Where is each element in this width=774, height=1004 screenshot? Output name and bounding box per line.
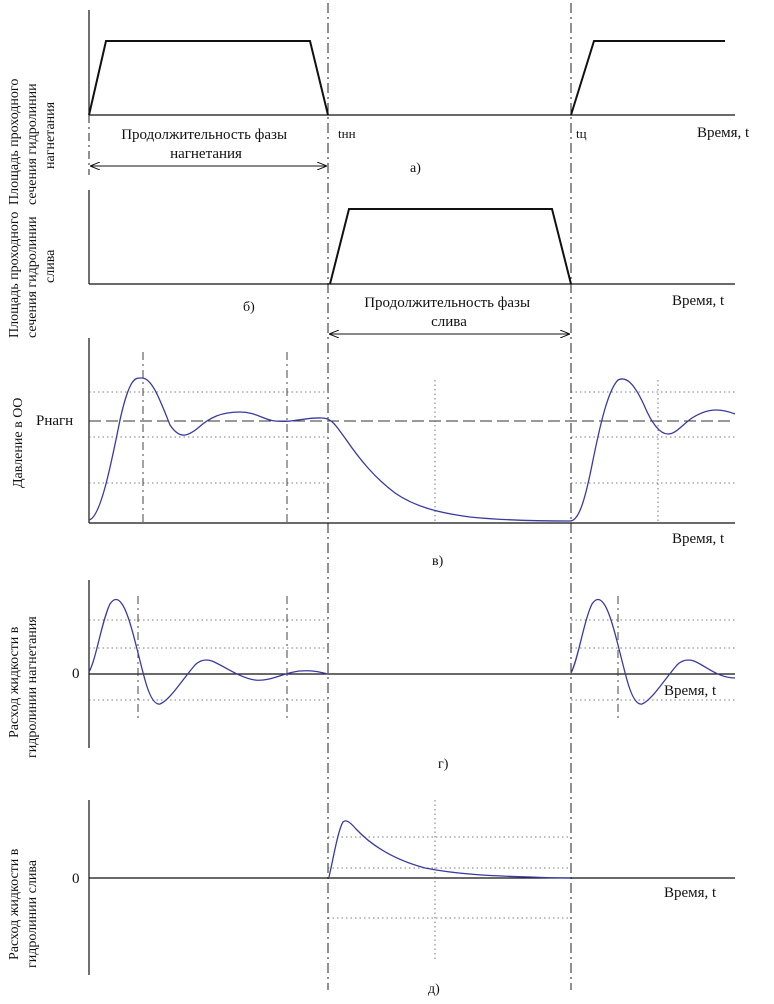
panel-e-caption: д) bbox=[428, 982, 440, 997]
panel-c-ylabel: Давление в ОО bbox=[11, 398, 26, 488]
panel-d-flow-curve-2 bbox=[570, 598, 736, 705]
panel-e-xlabel: Время, t bbox=[664, 885, 717, 901]
panel-b-caption: б) bbox=[243, 300, 255, 315]
panel-d-gridlines bbox=[89, 619, 735, 701]
panel-a-xlabel: Время, t bbox=[697, 125, 750, 141]
panel-a-t-label-nn: tнн bbox=[338, 126, 356, 141]
panel-b-phase-label: Продолжительность фазы слива bbox=[364, 295, 534, 330]
panel-a-t-label-c: tц bbox=[576, 126, 587, 141]
panel-d-xlabel: Время, t bbox=[664, 683, 717, 699]
panel-c-caption: в) bbox=[432, 554, 444, 569]
panel-a-caption: а) bbox=[410, 161, 421, 176]
panel-d-zero-label: 0 bbox=[72, 666, 80, 682]
panel-d-ylabel: Расход жидкости в гидролинии нагнетания bbox=[7, 616, 40, 758]
panel-d-flow-curve-1 bbox=[88, 598, 329, 705]
panel-d: Расход жидкости в гидролинии нагнетания … bbox=[7, 580, 736, 772]
panel-b-ylabel: Площадь проходного сечения гидролинии сл… bbox=[7, 208, 58, 338]
panel-e: Расход жидкости в гидролинии слива 0 Вре… bbox=[7, 800, 735, 997]
panel-c-pressure-curve bbox=[88, 377, 736, 522]
panel-c-dashdot-markers bbox=[142, 352, 288, 525]
panel-a-trapezoid-pulse-1 bbox=[88, 40, 329, 116]
panel-b: Площадь проходного сечения гидролинии сл… bbox=[7, 190, 735, 338]
panel-c-level-label: Pнагн bbox=[36, 413, 73, 429]
panel-d-dashdot-markers bbox=[137, 596, 619, 722]
panel-c-gridlines bbox=[89, 380, 735, 523]
panel-e-gridlines bbox=[328, 800, 571, 960]
panel-a: Площадь проходного сечения гидролинии на… bbox=[7, 10, 750, 205]
panel-e-zero-label: 0 bbox=[72, 871, 80, 887]
panel-d-caption: г) bbox=[438, 757, 449, 772]
panel-b-trapezoid-pulse bbox=[329, 208, 572, 285]
panel-a-phase-label: Продолжительность фазы нагнетания bbox=[121, 127, 291, 162]
panel-c-xlabel: Время, t bbox=[672, 531, 725, 547]
panel-e-ylabel: Расход жидкости в гидролинии слива bbox=[7, 845, 40, 968]
panel-b-xlabel: Время, t bbox=[672, 293, 725, 309]
panel-e-flow-curve bbox=[328, 820, 572, 879]
panel-a-ylabel: Площадь проходного сечения гидролинии на… bbox=[7, 75, 58, 205]
panel-c: Давление в ОО Pнагн Время, t в) bbox=[11, 338, 736, 569]
panel-a-trapezoid-pulse-2 bbox=[570, 40, 725, 116]
